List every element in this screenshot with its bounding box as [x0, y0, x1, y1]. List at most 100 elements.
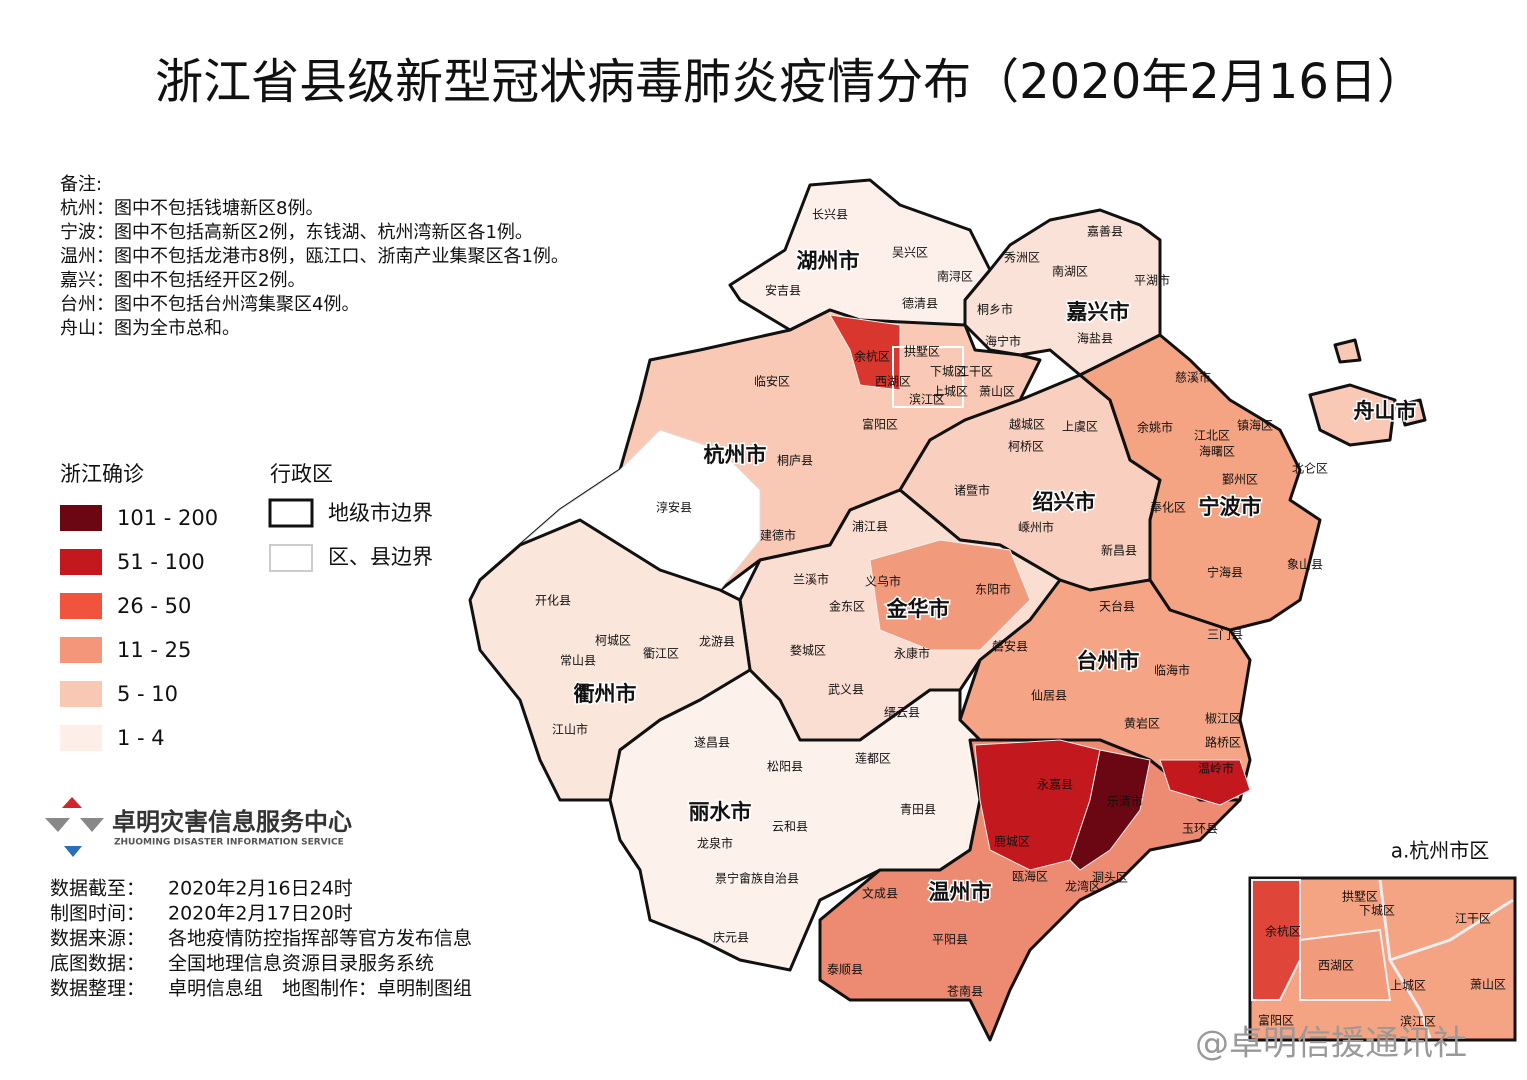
county-label: 越城区	[1009, 418, 1045, 432]
ningbo-region	[1078, 333, 1322, 632]
wenling-region	[1159, 759, 1251, 806]
note-line: 舟山：图为全市总和。	[60, 318, 240, 339]
county-label: 奉化区	[1150, 501, 1186, 515]
county-label: 建德市	[760, 528, 796, 543]
county-label: 镇海区	[1237, 418, 1273, 433]
legend-label: 51 - 100	[117, 550, 205, 574]
legend-label: 5 - 10	[117, 682, 178, 706]
city-label: 绍兴市	[1033, 490, 1096, 514]
inset-label: 余杭区	[1265, 924, 1301, 939]
county-label: 长兴县	[812, 208, 848, 222]
zhoushan-island	[1308, 383, 1397, 447]
county-label: 云和县	[772, 820, 808, 834]
credit-label: 数据来源：	[50, 928, 145, 950]
county-label: 青田县	[900, 803, 936, 817]
legend-label: 101 - 200	[117, 506, 218, 530]
county-label: 江山市	[552, 722, 588, 737]
county-label: 文成县	[862, 886, 898, 901]
logo-name: 卓明灾害信息服务中心	[112, 808, 352, 836]
county-label: 江北区	[1194, 429, 1230, 443]
county-label: 江干区	[957, 365, 993, 379]
yueqing-region	[1069, 749, 1151, 871]
legend-title: 浙江确诊	[60, 462, 144, 486]
city-label: 温州市	[929, 880, 992, 904]
county-label: 龙游县	[699, 635, 735, 649]
county-label: 柯桥区	[1008, 440, 1044, 454]
city-label: 金华市	[886, 597, 950, 621]
city-label: 台州市	[1077, 649, 1140, 673]
yiwu-region	[869, 539, 1031, 651]
county-label: 鹿城区	[994, 834, 1030, 849]
county-label: 缙云县	[884, 706, 920, 720]
city-label: 宁波市	[1199, 495, 1262, 519]
county-label: 淳安县	[656, 500, 692, 515]
county-label: 海宁市	[985, 334, 1021, 349]
credit-value: 2020年2月16日24时	[168, 878, 353, 900]
county-label: 萧山区	[979, 385, 1015, 399]
legend-swatch	[60, 549, 102, 575]
county-label: 磐安县	[992, 639, 1028, 654]
county-label: 滨江区	[909, 392, 945, 407]
county-label: 上城区	[932, 385, 968, 399]
county-label: 象山县	[1287, 558, 1323, 572]
legend-label: 1 - 4	[117, 726, 165, 750]
logo-mark	[64, 846, 82, 857]
inset-label: 富阳区	[1258, 1013, 1294, 1028]
county-label: 三门县	[1207, 627, 1243, 642]
legend-swatch	[60, 725, 102, 751]
credit-label: 底图数据：	[50, 953, 145, 975]
credit-label: 数据截至：	[50, 878, 145, 900]
county-label: 桐乡市	[977, 302, 1013, 317]
credit-value: 各地疫情防控指挥部等官方发布信息	[168, 928, 472, 950]
credit-label: 制图时间：	[50, 903, 145, 925]
legend-label: 26 - 50	[117, 594, 191, 618]
county-label: 路桥区	[1205, 735, 1241, 750]
county-label: 瓯海区	[1012, 869, 1048, 884]
inset-locator	[892, 346, 964, 408]
county-label: 南浔区	[937, 269, 973, 284]
county-label: 德清县	[902, 296, 938, 311]
city-label: 丽水市	[689, 800, 752, 824]
county-label: 浦江县	[852, 520, 888, 534]
inset-label: 西湖区	[1318, 958, 1354, 973]
county-label: 开化县	[535, 594, 571, 608]
county-label: 宁海县	[1207, 565, 1243, 580]
boundary-swatch	[268, 498, 314, 528]
credit-label: 数据整理：	[50, 978, 145, 1000]
county-label: 温岭市	[1198, 761, 1234, 776]
legend-label: 11 - 25	[117, 638, 191, 662]
logo-mark	[62, 797, 82, 808]
logo-english: ZHUOMING DISASTER INFORMATION SERVICE	[114, 838, 344, 848]
county-label: 洞头区	[1092, 871, 1128, 885]
county-label: 松阳县	[767, 760, 803, 774]
inset-label: 萧山区	[1470, 978, 1506, 992]
county-label: 上虞区	[1062, 420, 1098, 434]
county-label: 金东区	[829, 599, 865, 614]
map-title: 浙江省县级新型冠状病毒肺炎疫情分布（2020年2月16日）	[155, 54, 1425, 110]
inset-label: 拱墅区	[1342, 890, 1378, 904]
boundary-label: 地级市边界	[328, 501, 433, 525]
note-line: 宁波：图中不包括高新区2例，东钱湖、杭州湾新区各1例。	[60, 222, 533, 243]
inset-label: 滨江区	[1400, 1014, 1436, 1029]
zhoushan-island	[1333, 338, 1362, 364]
city-label: 衢州市	[574, 682, 637, 706]
county-label: 龙湾区	[1065, 879, 1101, 894]
watermark: @卓明信援通讯社	[1195, 1024, 1467, 1064]
county-label: 玉环县	[1182, 822, 1218, 836]
county-label: 拱墅区	[904, 345, 940, 359]
credit-value: 全国地理信息资源目录服务系统	[168, 953, 434, 975]
county-label: 平阳县	[932, 933, 968, 947]
county-label: 余姚市	[1137, 420, 1173, 435]
county-label: 桐庐县	[777, 453, 813, 468]
county-label: 嘉善县	[1087, 224, 1123, 239]
county-label: 下城区	[930, 365, 966, 379]
province-map	[468, 178, 1427, 1042]
county-label: 东阳市	[975, 582, 1011, 597]
county-label: 苍南县	[947, 984, 983, 999]
credit-value: 2020年2月17日20时	[168, 903, 353, 925]
county-label: 新昌县	[1101, 543, 1137, 558]
county-label: 余杭区	[854, 349, 890, 364]
inset-xihu	[1299, 928, 1392, 1001]
